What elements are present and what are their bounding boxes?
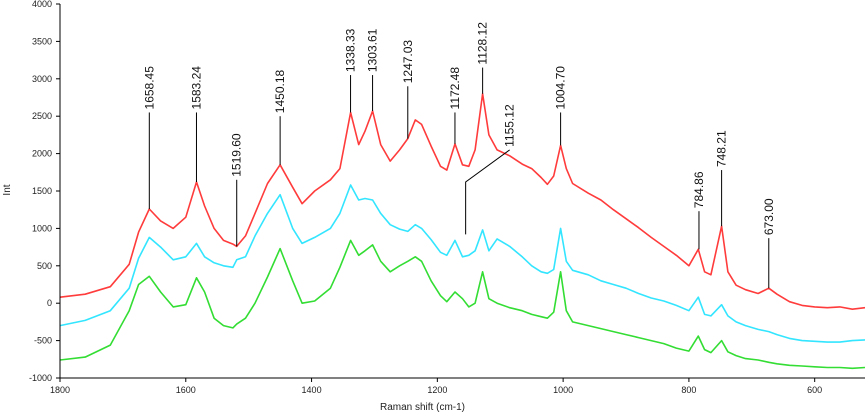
series-layer: [59, 93, 865, 370]
y-tick-label: -500: [34, 336, 52, 346]
series-line-2: [59, 184, 865, 343]
series-line-1: [59, 93, 865, 310]
y-tick-label: 4000: [32, 0, 52, 9]
y-tick-label: 1000: [32, 223, 52, 233]
y-tick-label: 2000: [32, 149, 52, 159]
x-tick-label: 1200: [427, 385, 447, 395]
peak-label: 1338.33: [344, 28, 358, 72]
y-axis-title: Int: [2, 184, 13, 195]
peak-label: 784.86: [692, 171, 706, 208]
peak-label: 1303.61: [366, 28, 380, 72]
peak-label: 1172.48: [448, 67, 462, 110]
peak-leader-line: [465, 149, 510, 235]
peak-label: 1658.45: [142, 66, 156, 110]
peak-label: 1155.12: [503, 104, 517, 147]
series-line-3: [59, 239, 865, 370]
x-axis-title: Raman shift (cm-1): [380, 402, 465, 412]
peak-label: 748.21: [715, 130, 729, 167]
peak-label: 1247.03: [401, 40, 415, 84]
x-tick-label: 1600: [176, 385, 196, 395]
x-tick-label: 1000: [553, 385, 573, 395]
y-tick-label: 3500: [32, 36, 52, 46]
y-tick-label: 0: [47, 298, 52, 308]
y-tick-label: 500: [37, 261, 52, 271]
x-tick-label: 800: [681, 385, 696, 395]
peak-label: 673.00: [762, 198, 776, 235]
axis-layer: [59, 4, 865, 379]
peak-label: 1519.60: [230, 133, 244, 177]
x-tick-label: 1400: [302, 385, 322, 395]
peak-label: 1583.24: [189, 66, 203, 110]
y-tick-label: 3000: [32, 74, 52, 84]
y-tick-label: 1500: [32, 186, 52, 196]
peak-label: 1004.70: [554, 66, 568, 110]
annotation-layer: 1658.45 1583.24 1519.60 1450.18 1338.33 1303.…: [142, 22, 776, 289]
peak-label: 1128.12: [476, 22, 490, 65]
peak-label: 1450.18: [273, 69, 287, 113]
tick-layer: -1000 -500 0 500 1000 1500 2000 2500 3000 3500 400…: [29, 0, 822, 395]
x-tick-label: 1800: [50, 385, 70, 395]
y-tick-label: -1000: [29, 373, 52, 383]
x-tick-label: 600: [807, 385, 822, 395]
y-tick-label: 2500: [32, 111, 52, 121]
